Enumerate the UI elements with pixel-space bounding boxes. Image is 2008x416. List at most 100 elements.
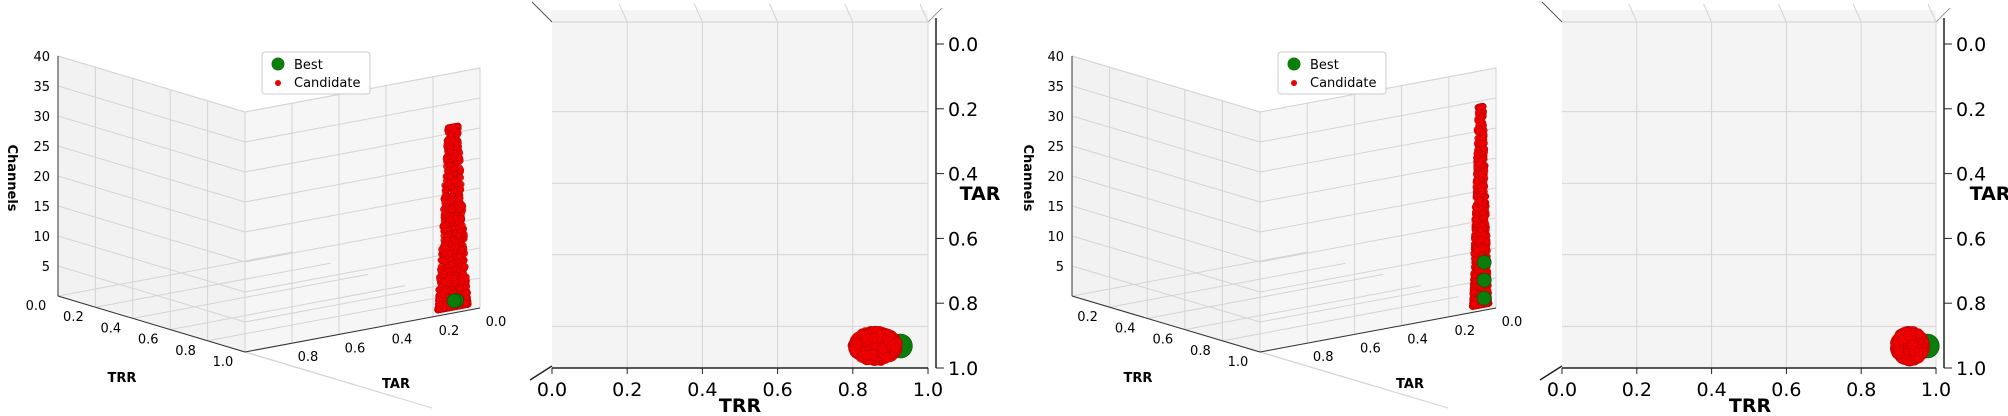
candidate-point	[462, 289, 470, 297]
grid-line	[57, 55, 481, 113]
legend-candidate-marker	[1291, 80, 1297, 86]
tar-axis-label: TAR	[382, 377, 410, 392]
frame-line	[531, 1, 553, 23]
tar-tick-label: 0.0	[1956, 34, 1986, 56]
tar-tick-label: 0.2	[1454, 324, 1475, 339]
grid-line	[1071, 85, 1497, 143]
grid-line	[1071, 115, 1497, 173]
trr-tick-label: 1.0	[1921, 379, 1951, 401]
legend-candidate-label: Candidate	[1310, 76, 1376, 91]
candidate-point	[446, 216, 454, 224]
trr-tick-label: 0.8	[838, 379, 868, 401]
tar-tick-label: 0.4	[1407, 333, 1428, 348]
candidate-point	[1479, 214, 1487, 222]
tar-tick-label: 0.6	[1360, 341, 1381, 356]
candidate-point	[453, 144, 461, 152]
trr-tick-label: 1.0	[1228, 355, 1249, 370]
candidate-point	[1474, 155, 1482, 163]
tar-tick-label: 0.6	[1956, 228, 1986, 250]
plot-pane	[1562, 10, 1936, 368]
candidate-point	[442, 155, 450, 163]
grid-line	[57, 115, 481, 173]
candidate-point	[448, 261, 456, 268]
tar-axis-label: TAR	[1396, 377, 1424, 392]
candidate-point	[440, 291, 447, 298]
candidate-point	[458, 246, 465, 254]
candidate-point	[457, 174, 464, 182]
legend-best-label: Best	[1310, 58, 1339, 73]
trr-tick-label: 1.0	[213, 355, 234, 370]
trr-tick-label: 0.0	[1547, 379, 1577, 401]
candidate-point	[459, 277, 466, 284]
candidate-point	[455, 252, 463, 260]
frame-line	[1935, 7, 1951, 23]
plot-2d-right: 0.0 0.2 0.4 0.6 0.8 1.00.00.20.40.60.81.0TRRT…	[1539, 1, 2008, 416]
grid-line	[618, 3, 628, 23]
tar-tick-label: 0.4	[948, 164, 978, 186]
grid-line	[132, 273, 368, 319]
trr-axis-line	[57, 295, 246, 353]
trr-tick-label: 0.2	[1622, 379, 1652, 401]
best-point	[1476, 290, 1492, 306]
candidate-point	[1472, 215, 1480, 222]
trr-axis-label: TRR	[1124, 371, 1153, 386]
tar-tick-label: 0.2	[439, 324, 460, 339]
grid-line	[693, 3, 703, 23]
candidate-point	[1478, 103, 1486, 111]
grid-line	[919, 3, 929, 23]
channels-tick-label: 30	[1047, 110, 1064, 125]
channels-tick-label: 40	[33, 50, 50, 65]
tar-tick-label: 0.6	[948, 228, 978, 250]
candidate-point	[456, 285, 464, 293]
tar-axis-label: TAR	[1970, 183, 2008, 205]
frame-line	[927, 7, 943, 23]
candidate-point	[446, 124, 454, 132]
frame-line	[1541, 1, 1563, 23]
plot-pane	[552, 10, 928, 368]
candidate-point	[1470, 300, 1478, 308]
tar-tick-label: 0.8	[298, 350, 319, 365]
trr-tick-label: 0.8	[175, 344, 196, 359]
grid-line	[207, 296, 443, 342]
candidate-point	[459, 271, 466, 278]
candidate-point	[446, 173, 454, 181]
candidate-point	[446, 198, 454, 206]
tar-tick-label: 0.2	[948, 99, 978, 121]
trr-axis-line	[1071, 295, 1261, 353]
grid-line	[1109, 262, 1346, 308]
candidate-point	[454, 201, 462, 209]
grid-line	[1222, 296, 1459, 342]
grid-line	[57, 85, 481, 143]
channels-tick-label: 30	[33, 110, 50, 125]
candidate-point	[1478, 187, 1485, 195]
channels-tick-label: 20	[33, 170, 50, 185]
channels-tick-label: 15	[1047, 200, 1064, 215]
trr-tick-label: 0.0	[26, 299, 47, 314]
tar-axis-label: TAR	[960, 183, 1001, 205]
legend-best-marker	[271, 57, 285, 71]
candidate-point	[441, 192, 449, 200]
candidate-point	[1478, 235, 1486, 243]
candidate-point	[455, 232, 463, 240]
candidate-point	[1473, 127, 1481, 135]
grid-line	[57, 175, 481, 233]
trr-axis-label: TRR	[108, 371, 137, 386]
grid-line	[769, 3, 779, 23]
grid-line	[170, 285, 406, 331]
grid-line	[57, 251, 294, 297]
channels-tick-label: 10	[1047, 230, 1064, 245]
candidate-point	[1907, 339, 1919, 350]
tar-tick-label: 0.4	[392, 333, 413, 348]
candidate-point	[445, 167, 452, 175]
candidate-point	[877, 343, 888, 354]
plot-3d-left: 0.00.20.40.60.81.0 0.80.60.40.20.05101520…	[4, 50, 506, 409]
best-point	[1476, 254, 1492, 270]
tar-tick-label: 0.8	[1313, 350, 1334, 365]
candidate-point	[451, 177, 458, 185]
grid-line	[1071, 145, 1497, 203]
trr-axis-label: TRR	[719, 395, 762, 416]
grid-line	[1259, 351, 1449, 409]
grid-line	[1071, 175, 1497, 233]
tar-tick-label: 0.0	[948, 34, 978, 56]
